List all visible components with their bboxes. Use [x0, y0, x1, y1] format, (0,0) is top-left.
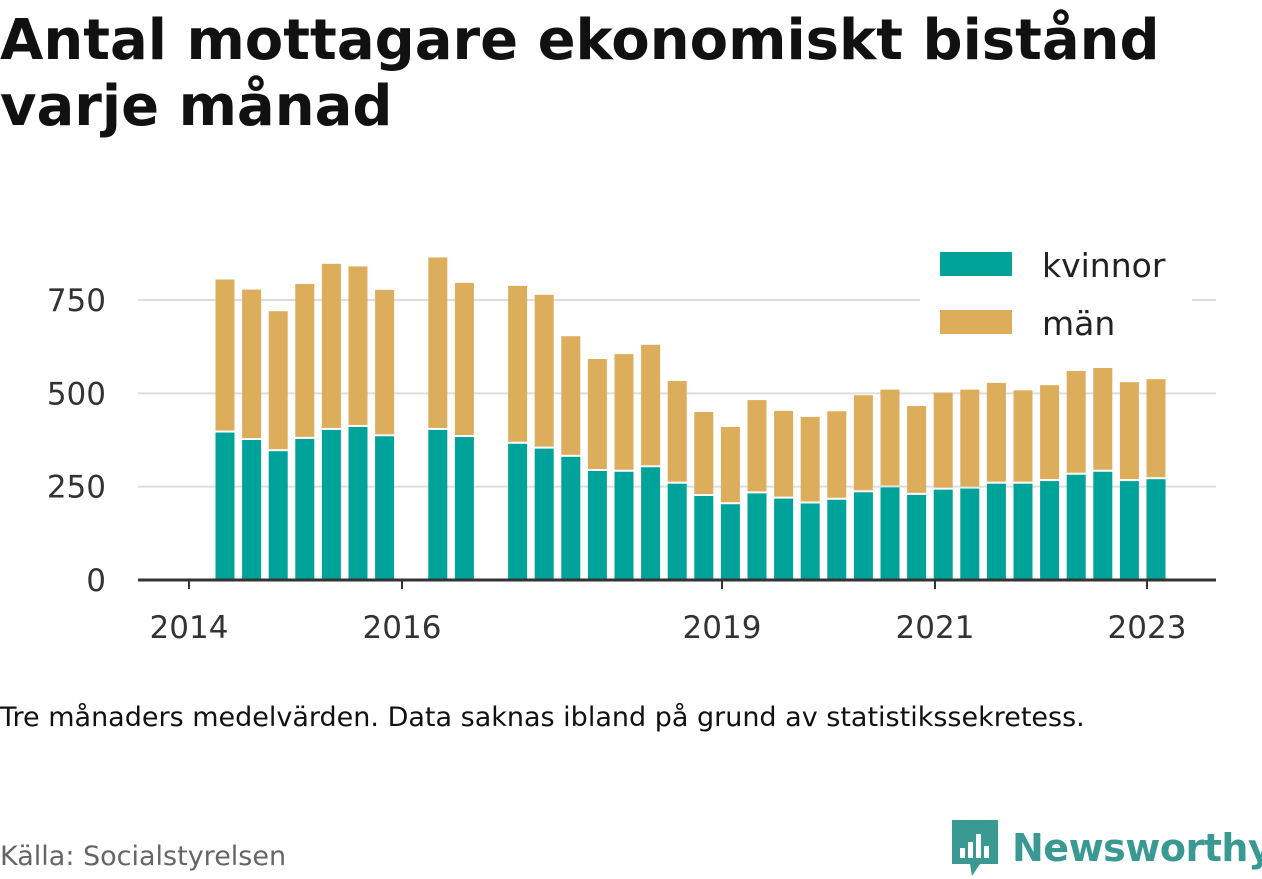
bar-kvinnor — [720, 504, 740, 580]
bar-man — [1146, 379, 1166, 478]
legend-swatch-kvinnor — [940, 252, 1012, 276]
bar-man — [428, 257, 448, 428]
bars — [215, 257, 1166, 580]
bar-kvinnor — [986, 483, 1006, 580]
source-label: Källa: Socialstyrelsen — [0, 841, 287, 872]
legend-label-kvinnor: kvinnor — [1042, 246, 1166, 285]
bar-kvinnor — [268, 451, 288, 580]
bar-man — [375, 289, 395, 435]
bar-kvinnor — [774, 498, 794, 580]
bar-kvinnor — [561, 456, 581, 580]
bar-kvinnor — [667, 483, 687, 580]
bar-kvinnor — [321, 429, 341, 580]
bar-man — [1040, 385, 1060, 480]
bar-kvinnor — [375, 436, 395, 580]
bar-kvinnor — [853, 492, 873, 580]
bar-kvinnor — [587, 470, 607, 580]
bar-man — [268, 311, 288, 450]
bar-kvinnor — [694, 496, 714, 580]
bar-kvinnor — [800, 503, 820, 580]
bar-kvinnor — [1146, 479, 1166, 580]
bar-kvinnor — [215, 432, 235, 580]
bar-kvinnor — [1119, 481, 1139, 580]
bar-man — [1093, 367, 1113, 470]
y-axis-ticks: 0 250 500 750 — [47, 283, 106, 599]
chart-note: Tre månaders medelvärden. Data saknas ib… — [0, 702, 1085, 733]
brand-logo: Newsworthy — [950, 818, 1262, 878]
bar-man — [960, 389, 980, 487]
bar-kvinnor — [614, 471, 634, 580]
bar-kvinnor — [454, 437, 474, 580]
bar-kvinnor — [1013, 483, 1033, 580]
y-tick-label: 500 — [47, 376, 106, 412]
bar-man — [641, 344, 661, 466]
bar-kvinnor — [295, 438, 315, 580]
bar-man — [986, 382, 1006, 482]
y-tick-label: 250 — [47, 470, 106, 506]
bar-man — [454, 282, 474, 436]
x-tick-label: 2021 — [896, 610, 975, 646]
bar-chart: 0 250 500 750 2014 2016 2019 2021 2023 kvinnor … — [46, 238, 1216, 646]
bar-man — [694, 412, 714, 495]
bar-kvinnor — [428, 429, 448, 580]
legend-swatch-man — [940, 310, 1012, 334]
x-tick-label: 2014 — [150, 610, 229, 646]
bar-man — [242, 289, 262, 439]
bar-kvinnor — [933, 489, 953, 580]
bar-kvinnor — [242, 440, 262, 580]
bar-kvinnor — [1066, 474, 1086, 580]
bar-kvinnor — [1040, 481, 1060, 580]
bar-man — [880, 389, 900, 486]
bar-man — [321, 263, 341, 428]
y-tick-label: 0 — [86, 563, 106, 599]
bar-man — [614, 354, 634, 470]
y-tick-label: 750 — [47, 283, 106, 319]
bar-man — [667, 381, 687, 482]
bar-kvinnor — [747, 493, 767, 580]
bar-man — [827, 411, 847, 498]
bar-kvinnor — [907, 494, 927, 580]
bar-man — [1066, 370, 1086, 473]
bar-man — [587, 359, 607, 469]
x-tick-label: 2016 — [363, 610, 442, 646]
bar-kvinnor — [641, 467, 661, 580]
chart-title: Antal mottagare ekonomiskt bistånd varje… — [0, 8, 1160, 139]
bar-man — [747, 400, 767, 492]
bar-kvinnor — [508, 443, 528, 580]
brand-name: Newsworthy — [1012, 826, 1262, 870]
bar-man — [933, 392, 953, 488]
bar-man — [508, 285, 528, 442]
x-tick-label: 2019 — [683, 610, 762, 646]
bar-kvinnor — [827, 499, 847, 580]
x-tick-label: 2023 — [1108, 610, 1187, 646]
bar-kvinnor — [960, 488, 980, 580]
bar-kvinnor — [534, 448, 554, 580]
bar-man — [215, 279, 235, 431]
bar-man — [800, 416, 820, 502]
bar-kvinnor — [1093, 471, 1113, 580]
bar-kvinnor — [880, 487, 900, 580]
bar-man — [295, 283, 315, 437]
bar-man — [720, 426, 740, 503]
bar-kvinnor — [348, 426, 368, 580]
bar-man — [1013, 390, 1033, 482]
bar-man — [774, 410, 794, 497]
newsworthy-icon — [952, 820, 998, 876]
bar-man — [348, 266, 368, 425]
bar-man — [1119, 382, 1139, 480]
bar-man — [853, 395, 873, 491]
bar-man — [907, 406, 927, 493]
bar-man — [561, 336, 581, 455]
x-axis-ticks: 2014 2016 2019 2021 2023 — [150, 580, 1187, 646]
bar-man — [534, 294, 554, 447]
legend: kvinnor män — [920, 238, 1192, 343]
legend-label-man: män — [1042, 304, 1115, 343]
